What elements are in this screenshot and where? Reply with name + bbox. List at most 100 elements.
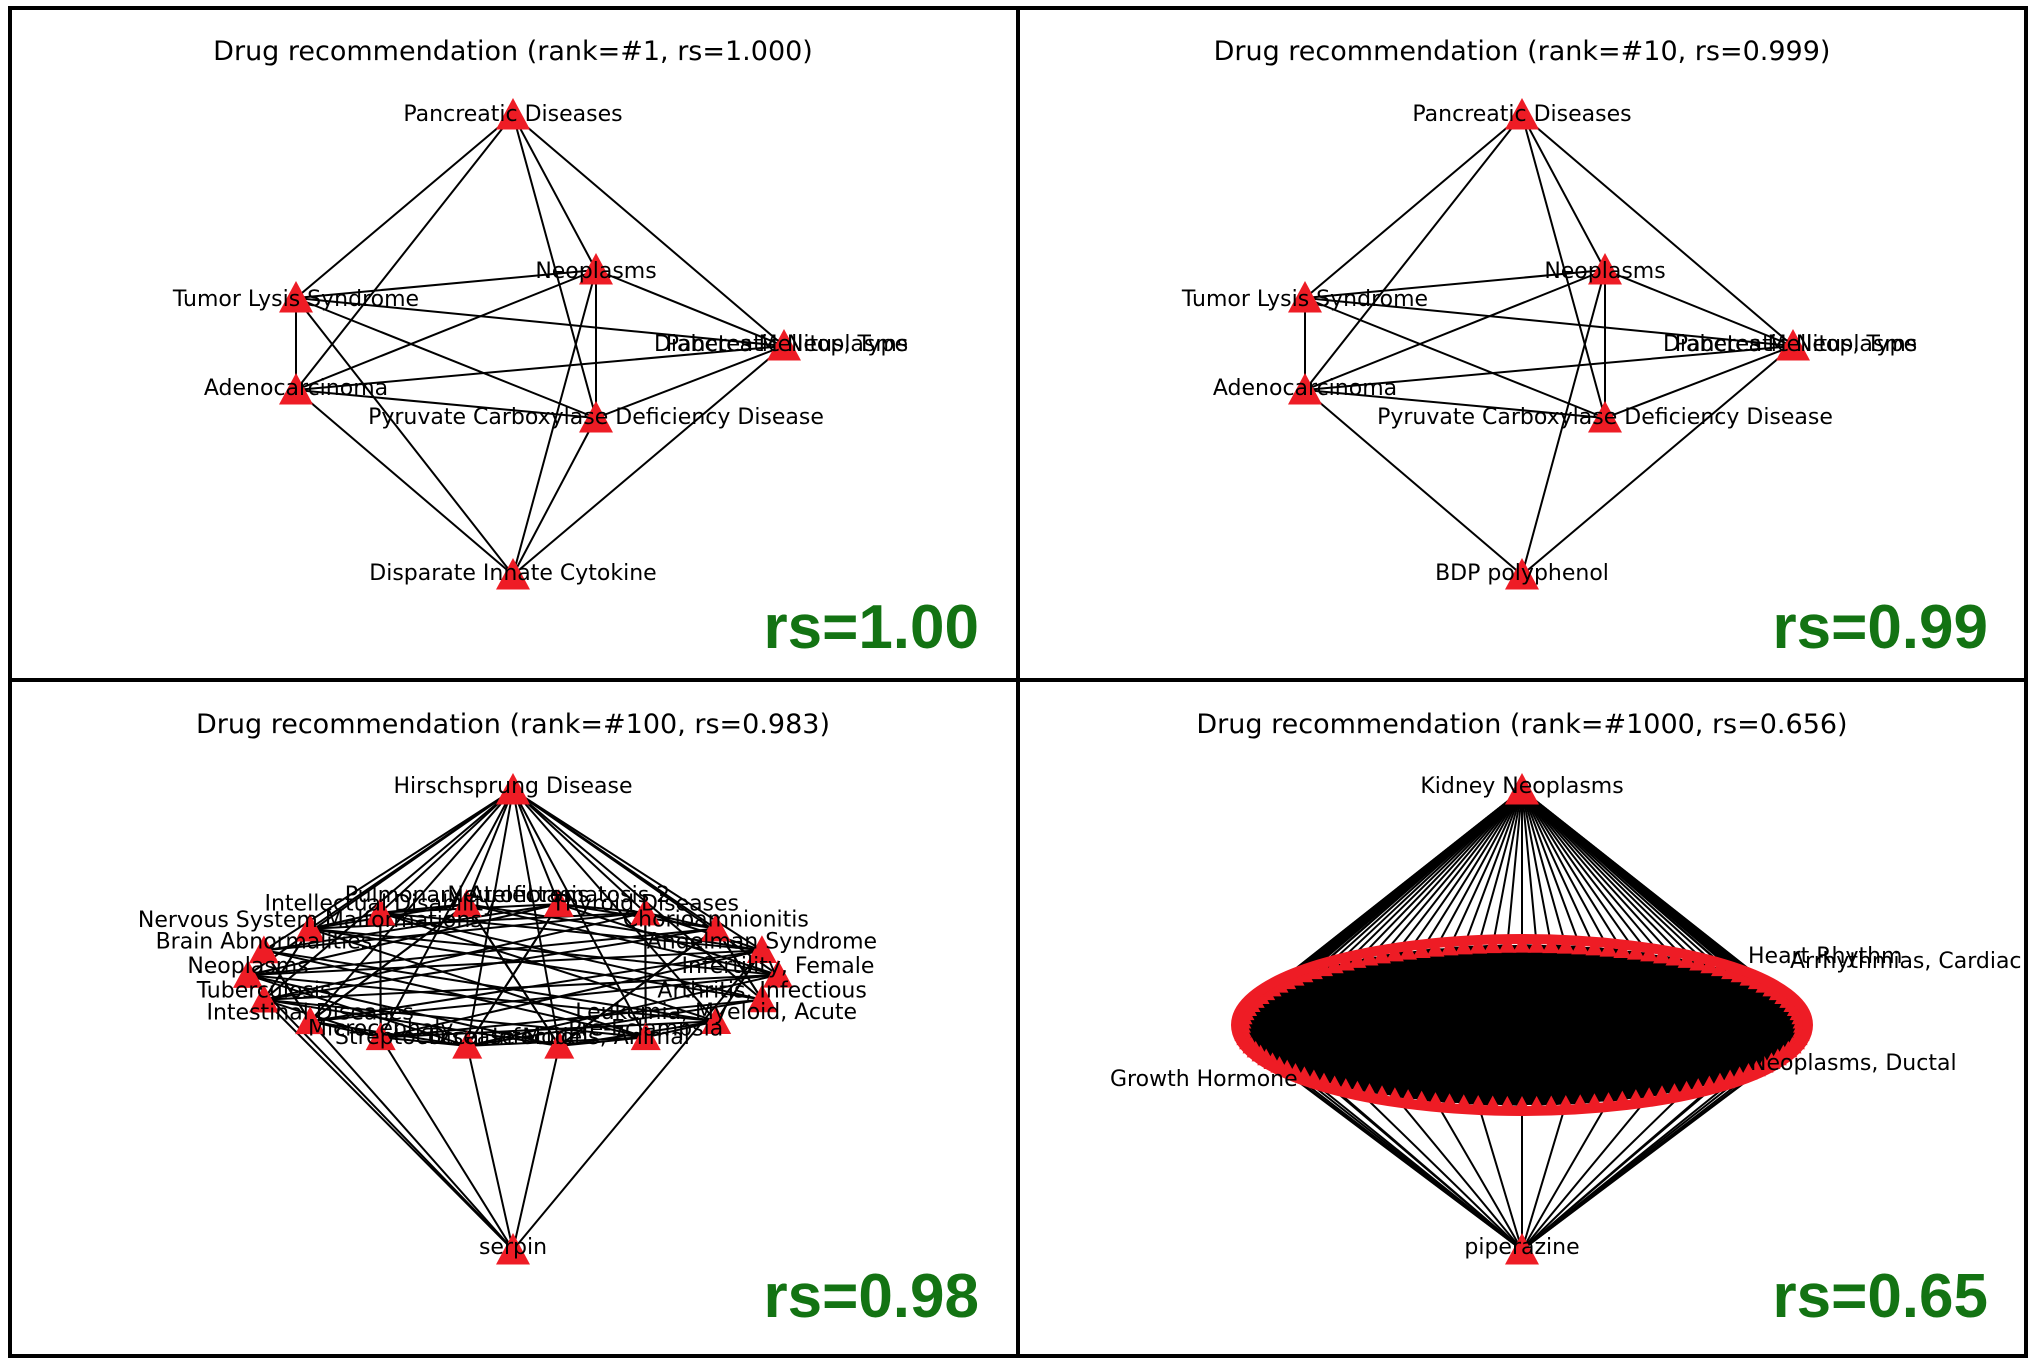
node-marker — [279, 373, 313, 405]
node-label-pancreatic-neoplasms: Pancreatic Neoplasms — [666, 332, 909, 357]
edge — [1477, 1103, 1523, 1251]
node-marker — [496, 773, 530, 805]
edge — [1448, 789, 1523, 949]
edge — [512, 789, 763, 1001]
edge — [1241, 949, 1423, 1026]
node-label-pyruvate-carboxylase: Pyruvate Carboxylase Deficiency Disease — [368, 405, 824, 430]
edge — [1604, 269, 1794, 347]
node-label-tumor-lysis-syndrome: Tumor Lysis Syndrome — [172, 287, 419, 312]
edge — [1334, 964, 1663, 1096]
node-ring — [1231, 934, 1813, 1116]
node-label-ring: Angelman Syndrome — [647, 929, 877, 954]
edge — [309, 903, 468, 1023]
edge — [380, 998, 763, 1039]
node-label-ring: Arrhythmias, Cardiac — [1790, 949, 2022, 974]
panel-4: Drug recommendation (rank=#1000, rs=0.65… — [1110, 709, 2022, 1331]
edge — [263, 998, 646, 1039]
edge — [1251, 1015, 1801, 1047]
edge — [466, 1045, 514, 1251]
edge-group — [295, 114, 785, 576]
edge — [310, 1020, 468, 1047]
edge — [263, 949, 646, 1039]
node-label-ring: Neoplasms, Ductal — [1750, 1051, 1957, 1076]
node-marker — [1505, 98, 1539, 130]
edge — [309, 927, 647, 1039]
node-marker — [1527, 936, 1546, 953]
node-marker — [1469, 936, 1488, 954]
edge — [1304, 297, 1794, 347]
edge — [1242, 959, 1687, 1022]
edge — [512, 269, 597, 576]
edge — [1420, 789, 1523, 951]
node-label-tumor-lysis-syndrome: Tumor Lysis Syndrome — [1181, 287, 1428, 312]
node-labels: Pancreatic Diseases Neoplasms Tumor Lysi… — [1181, 102, 1917, 586]
edge — [1245, 944, 1493, 1014]
edge — [558, 903, 646, 914]
edge — [595, 269, 785, 347]
edge — [1394, 1095, 1523, 1251]
node-marker — [451, 889, 482, 917]
node-marker — [1505, 773, 1539, 805]
edge — [467, 998, 763, 1047]
node-marker — [543, 889, 574, 917]
edge — [1477, 789, 1523, 947]
node-marker — [249, 984, 280, 1013]
node-marker — [1288, 281, 1322, 313]
edge — [595, 345, 785, 419]
node-marker — [1513, 936, 1531, 953]
node-marker — [496, 1233, 530, 1265]
edge — [559, 1020, 717, 1047]
node-marker — [700, 913, 731, 942]
edge — [1407, 789, 1523, 953]
node-group — [1288, 98, 1810, 590]
node-marker — [1385, 944, 1404, 962]
edge — [295, 297, 597, 419]
node-marker — [496, 558, 530, 590]
edge — [1304, 389, 1523, 576]
edge — [1304, 114, 1523, 391]
edge — [1521, 345, 1794, 576]
node-label-pyruvate-carboxylase: Pyruvate Carboxylase Deficiency Disease — [1377, 405, 1833, 430]
edge — [1521, 789, 1637, 953]
edge — [1344, 962, 1423, 1101]
node-label-ring: Thyroid Diseases — [551, 892, 739, 917]
edge — [512, 789, 560, 905]
edge — [380, 1036, 468, 1047]
edge-group — [1304, 114, 1794, 576]
node-marker — [365, 897, 396, 926]
edge — [466, 789, 514, 1047]
node-marker — [1399, 942, 1418, 960]
edge — [465, 789, 514, 905]
node-marker — [295, 1006, 326, 1035]
edge — [1462, 789, 1523, 948]
edge — [1272, 952, 1650, 1063]
node-marker — [544, 1030, 575, 1059]
node-marker — [762, 959, 793, 988]
edge — [295, 269, 597, 391]
edge — [379, 911, 717, 1023]
node-label-neoplasms: Neoplasms — [1544, 259, 1665, 284]
node-marker — [1588, 401, 1622, 433]
node-labels: Hirschsprung Disease serpin Tuberculosis… — [138, 774, 877, 1260]
edge — [1356, 789, 1523, 961]
node-group — [279, 98, 801, 590]
edge — [512, 789, 717, 1022]
edge — [1521, 789, 1596, 949]
edge — [295, 389, 514, 576]
edge — [1248, 987, 1772, 1043]
edge — [1434, 789, 1523, 950]
node-label-ring: Neoplasms — [187, 954, 308, 979]
panel-title: Drug recommendation (rank=#1, rs=1.000) — [213, 36, 813, 67]
edge — [1507, 1019, 1802, 1106]
edge — [1729, 1015, 1802, 1080]
edge — [1368, 789, 1523, 959]
node-marker — [746, 935, 777, 964]
edge — [380, 911, 763, 1001]
node-marker — [1585, 938, 1604, 956]
edge — [247, 974, 560, 1047]
node-marker — [1599, 939, 1618, 957]
node-label-ring: Arthritis, Infectious — [657, 979, 866, 1004]
edge — [1491, 789, 1523, 946]
edge — [247, 974, 717, 1023]
node-marker — [1613, 941, 1632, 958]
